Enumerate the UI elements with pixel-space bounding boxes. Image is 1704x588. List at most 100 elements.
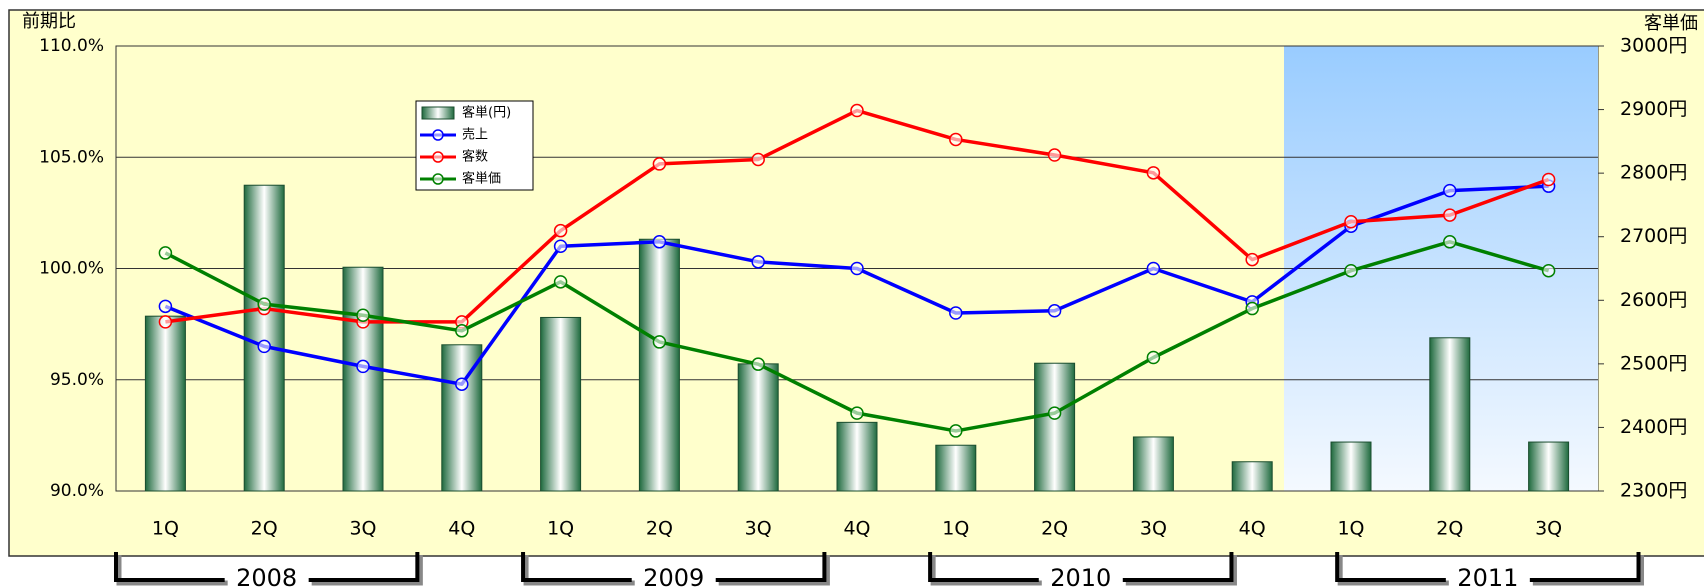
line-marker [455,324,469,338]
bar [1429,337,1471,492]
y2-tick-label: 2800円 [1620,162,1687,184]
legend-swatch [421,106,455,120]
line-marker [356,308,370,322]
year-bracket [1335,552,1641,582]
bar [638,238,680,492]
y-tick-label: 90.0% [50,481,104,501]
line-marker [652,157,667,171]
y2-tick-label: 2600円 [1620,289,1687,311]
line-marker [1344,263,1358,278]
line-marker [949,132,963,147]
y2-tick-label: 2400円 [1620,416,1687,438]
line-marker [553,239,568,253]
y-tick-label: 95.0% [50,370,104,390]
y2-tick-label: 2300円 [1620,480,1687,502]
y-axis-title: 前期比 [22,11,76,32]
y-tick-label: 100.0% [39,259,104,279]
bar [144,315,186,492]
line-marker [1344,215,1358,229]
legend-marker [432,151,444,163]
bar [540,316,582,492]
x-tick-label: 2Q [1436,518,1463,540]
line-marker [1047,406,1062,420]
legend-marker [432,129,444,141]
line-marker [1443,235,1457,249]
line-marker [1146,350,1161,365]
line-marker [751,152,765,167]
year-label: 2010 [1050,564,1111,588]
line-marker [1541,263,1556,278]
line-marker [1047,304,1062,318]
line-marker [652,235,667,249]
x-tick-label: 2Q [646,518,673,540]
bar [441,344,483,492]
line-marker [1245,301,1259,316]
line-marker [356,359,370,374]
bar [1528,441,1570,492]
line-marker [158,315,173,329]
line-marker [1443,183,1457,198]
x-tick-label: 2Q [1041,518,1068,540]
line-marker [455,377,469,391]
line-marker [158,299,173,314]
x-tick-label: 1Q [1337,518,1364,540]
x-tick-label: 3Q [1140,518,1167,540]
line-marker [949,306,963,320]
year-bracket [114,552,420,582]
line-marker [949,424,963,438]
line-marker [751,255,765,269]
year-bracket-shadow [523,555,830,586]
legend-label: 客数 [462,149,488,165]
line-marker [553,223,568,238]
line-marker [1443,208,1457,222]
year-bracket [521,552,827,582]
y2-tick-label: 3000円 [1620,35,1687,57]
line-marker [850,103,864,118]
bar [1330,441,1372,492]
x-tick-label: 1Q [152,518,179,540]
x-tick-label: 4Q [448,518,475,540]
bar [737,363,779,492]
y2-axis-title: 客単価 [1644,13,1698,34]
y-tick-label: 110.0% [39,36,104,56]
x-tick-label: 3Q [1535,518,1562,540]
x-tick-label: 4Q [843,518,870,540]
x-tick-label: 3Q [745,518,772,540]
bar [1132,436,1174,492]
bar [1231,461,1273,492]
bar [342,266,384,492]
line-marker [652,335,667,349]
line-marker [257,339,271,354]
line-marker [1146,261,1161,276]
line-marker [1047,148,1062,162]
legend-label: 客単価 [462,171,501,187]
line-marker [553,275,568,289]
line-marker [850,261,864,276]
y2-tick-label: 2500円 [1620,352,1687,374]
bar [836,421,878,492]
x-tick-label: 1Q [547,518,574,540]
line-marker [158,246,173,260]
line-marker [850,406,864,420]
legend-marker [432,173,444,185]
x-tick-label: 1Q [942,518,969,540]
line-marker [1541,172,1556,187]
y2-tick-label: 2900円 [1620,98,1687,120]
year-bracket-shadow [1337,555,1645,586]
line-marker [257,297,271,311]
y-tick-label: 105.0% [39,147,104,167]
year-label: 2009 [643,564,704,588]
y2-tick-label: 2700円 [1620,225,1687,247]
bar [935,444,977,492]
year-label: 2008 [236,564,297,588]
year-bracket-shadow [930,555,1237,586]
bar [1034,362,1076,492]
bar [243,184,285,492]
year-label: 2011 [1457,564,1518,588]
x-tick-label: 3Q [349,518,376,540]
year-bracket [928,552,1234,582]
year-bracket-shadow [116,555,423,586]
legend-label: 売上 [462,127,488,143]
x-tick-label: 2Q [251,518,278,540]
